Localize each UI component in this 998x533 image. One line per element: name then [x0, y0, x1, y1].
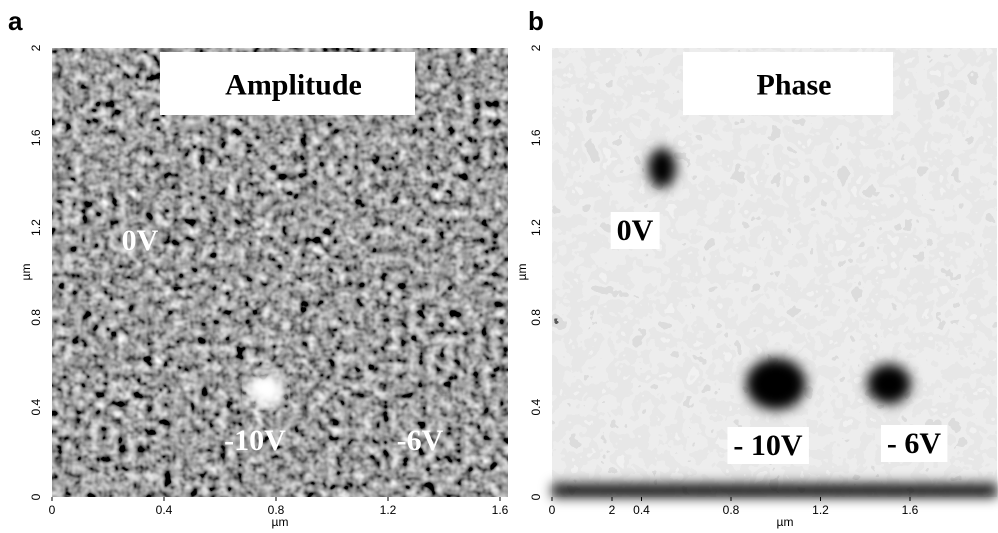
x-tick-label: 0.8	[268, 503, 285, 517]
annotation-box	[610, 212, 660, 249]
y-tick-label: 1.2	[529, 219, 543, 236]
y-tick-label: 0.8	[529, 309, 543, 326]
x-tick-label: 1.6	[902, 503, 919, 517]
panel-letter: b	[528, 6, 544, 36]
annotation: -10V	[224, 424, 286, 457]
x-tick-label: 0.4	[156, 503, 173, 517]
phase-image	[552, 48, 997, 497]
bright-spot	[246, 373, 286, 407]
y-tick-label: 0	[29, 493, 43, 500]
y-axis-label: µm	[19, 264, 33, 281]
annotation-box	[880, 425, 948, 462]
y-tick-label: 2	[529, 44, 543, 51]
x-tick-label: 0	[49, 503, 56, 517]
x-axis-label: µm	[272, 515, 289, 529]
annotation: 0V	[617, 214, 654, 247]
y-tick-label: 0.4	[29, 399, 43, 416]
x-tick-label: 1.2	[380, 503, 397, 517]
x-tick-label: 2	[609, 503, 616, 517]
x-tick-label: 1.2	[812, 503, 829, 517]
x-tick-label: 0.4	[633, 503, 650, 517]
title-box	[160, 52, 415, 115]
panel-title: Phase	[757, 69, 832, 102]
annotation: - 6V	[887, 427, 941, 460]
y-tick-label: 1.6	[29, 129, 43, 146]
annotation-box	[727, 427, 809, 464]
panel-letter: a	[8, 6, 23, 36]
amplitude-image	[52, 48, 508, 497]
x-tick-label: 0.8	[723, 503, 740, 517]
dark-domains	[552, 148, 997, 497]
x-axis-label: µm	[777, 515, 794, 529]
y-tick-label: 0	[529, 493, 543, 500]
panel-title: Amplitude	[225, 69, 362, 102]
y-tick-label: 2	[29, 44, 43, 51]
title-box	[683, 52, 893, 115]
y-tick-label: 0.4	[529, 399, 543, 416]
x-tick-label: 0	[549, 503, 556, 517]
y-tick-label: 0.8	[29, 309, 43, 326]
y-axis-label: µm	[515, 264, 529, 281]
annotation: 0V	[122, 224, 159, 257]
annotation: -6V	[397, 424, 444, 457]
x-tick-label: 1.6	[492, 503, 509, 517]
y-tick-label: 1.6	[529, 129, 543, 146]
y-tick-label: 1.2	[29, 219, 43, 236]
annotation: - 10V	[733, 429, 802, 462]
